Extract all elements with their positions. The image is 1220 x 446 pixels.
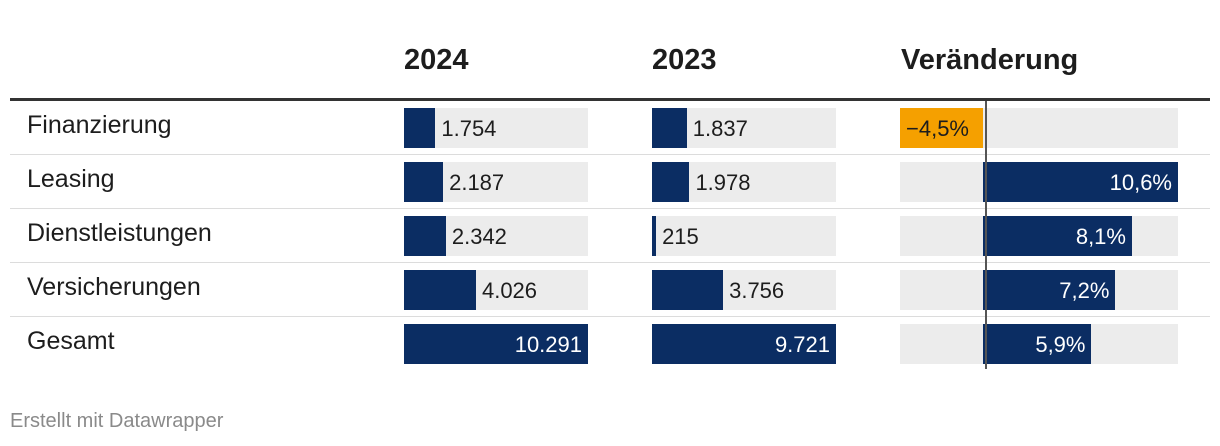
- table-row: Finanzierung 1.754 1.837 −4,5%: [10, 101, 1210, 155]
- bar-track-2024: 10.291: [404, 324, 588, 364]
- change-value-label: 10,6%: [1109, 170, 1172, 195]
- change-bar: [982, 270, 1116, 310]
- bar-track-2023: 3.756: [652, 270, 836, 310]
- row-divider: [10, 262, 1210, 263]
- bar-2024: [404, 270, 476, 310]
- bar-value-label: 9.721: [774, 332, 830, 357]
- row-label: Versicherungen: [27, 273, 201, 301]
- column-header-2023: 2023: [652, 44, 717, 76]
- bar-value-label: 1.754: [441, 116, 497, 141]
- change-track: 8,1%: [900, 216, 1178, 256]
- bar-2023: [652, 270, 724, 310]
- change-value-label: −4,5%: [906, 116, 969, 141]
- change-value-label: 5,9%: [1035, 332, 1086, 357]
- change-value-label: 7,2%: [1059, 278, 1110, 303]
- bar-track-2024: 1.754: [404, 108, 588, 148]
- bar-track-2024: 2.187: [404, 162, 588, 202]
- row-label: Dienstleistungen: [27, 219, 212, 247]
- bar-track-2024: 4.026: [404, 270, 588, 310]
- bar-value-label: 3.756: [729, 278, 785, 303]
- bar-2024: [404, 108, 436, 148]
- bar-2023: [652, 216, 657, 256]
- change-track: 10,6%: [900, 162, 1178, 202]
- bar-value-label: 1.837: [692, 116, 748, 141]
- change-bar: [982, 216, 1132, 256]
- bar-track-2023: 9.721: [652, 324, 836, 364]
- table-row: Gesamt 10.291 9.721 5,9%: [10, 317, 1210, 371]
- bar-value-label: 10.291: [514, 332, 582, 357]
- row-label: Leasing: [27, 165, 115, 193]
- bar-2023: [652, 324, 836, 364]
- column-header-change: Veränderung: [901, 44, 1079, 76]
- bar-2024: [404, 162, 444, 202]
- bar-track-2023: 1.978: [652, 162, 836, 202]
- row-divider: [10, 154, 1210, 155]
- change-bar: [982, 324, 1092, 364]
- change-bar: [900, 108, 983, 148]
- bar-value-label: 1.978: [695, 170, 751, 195]
- bar-value-label: 215: [662, 224, 699, 249]
- bar-2023: [652, 162, 690, 202]
- change-track: −4,5%: [900, 108, 1178, 148]
- bar-value-label: 2.187: [449, 170, 505, 195]
- row-label: Gesamt: [27, 327, 115, 355]
- bar-value-label: 2.342: [451, 224, 507, 249]
- change-track: 7,2%: [900, 270, 1178, 310]
- bar-2024: [404, 324, 588, 364]
- bar-track-2023: 1.837: [652, 108, 836, 148]
- change-zero-line: [985, 101, 987, 369]
- change-bar: [982, 162, 1178, 202]
- row-label: Finanzierung: [27, 111, 172, 139]
- bar-2023: [652, 108, 687, 148]
- bar-track-2023: 215: [652, 216, 836, 256]
- table-row: Leasing 2.187 1.978 10,6%: [10, 155, 1210, 209]
- table-row: Dienstleistungen 2.342 215 8,1%: [10, 209, 1210, 263]
- change-track: 5,9%: [900, 324, 1178, 364]
- header-rule: [10, 98, 1210, 101]
- column-header-2024: 2024: [404, 44, 469, 76]
- table-row: Versicherungen 4.026 3.756 7,2%: [10, 263, 1210, 317]
- row-divider: [10, 208, 1210, 209]
- bar-value-label: 4.026: [481, 278, 538, 303]
- bar-2024: [404, 216, 446, 256]
- change-value-label: 8,1%: [1075, 224, 1126, 249]
- bar-track-2024: 2.342: [404, 216, 588, 256]
- row-divider: [10, 316, 1210, 317]
- footer-credit: Erstellt mit Datawrapper: [10, 410, 224, 432]
